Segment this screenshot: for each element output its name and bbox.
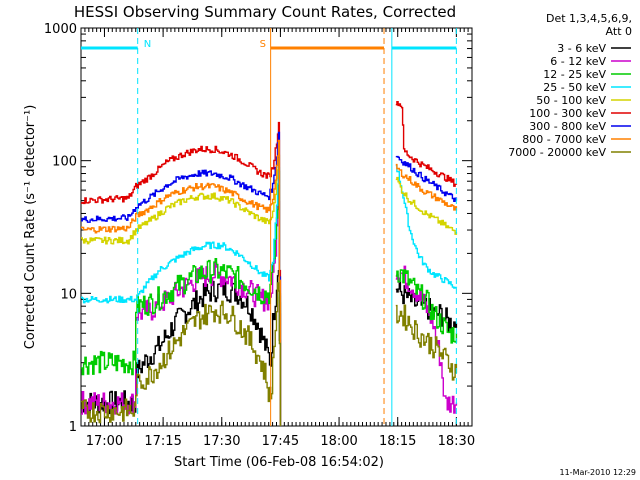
x-tick-label: 17:45 [262, 434, 299, 449]
series-line-segment [395, 101, 458, 187]
x-tick-label: 17:30 [203, 434, 240, 449]
x-tick-label: 18:00 [320, 434, 357, 449]
legend-entry-label: 100 - 300 keV [529, 107, 606, 120]
legend-entry-label: 50 - 100 keV [536, 94, 606, 107]
series-line [81, 131, 282, 426]
chart-title: HESSI Observing Summary Count Rates, Cor… [74, 3, 456, 21]
y-axis: 1 10 100 1000 [44, 22, 472, 435]
y-axis-label: Corrected Count Rate (s⁻¹ detector⁻¹) [23, 105, 38, 350]
x-axis-label: Start Time (06-Feb-08 16:54:02) [174, 455, 384, 470]
series-line [81, 170, 282, 426]
series-line-segment [395, 265, 458, 414]
legend-entry-label: 25 - 50 keV [543, 81, 606, 94]
series-line-segment [395, 280, 458, 332]
legend-entry-label: 12 - 25 keV [543, 68, 606, 81]
legend-title-line-1: Det 1,3,4,5,6,9, [546, 12, 632, 25]
legend-entry-label: 7000 - 20000 keV [508, 146, 606, 159]
legend-entry-label: 800 - 7000 keV [522, 133, 606, 146]
series-line-segment [395, 164, 458, 289]
y-tick-label: 10 [60, 287, 77, 302]
series-line [81, 167, 282, 426]
series-line [81, 139, 282, 426]
x-tick-label: 17:15 [144, 434, 181, 449]
x-tick-label: 18:15 [379, 434, 416, 449]
legend-entry-label: 3 - 6 keV [557, 42, 606, 55]
series-line [81, 121, 282, 426]
series-line [81, 270, 282, 426]
generated-timestamp: 11-Mar-2010 12:29 [560, 468, 637, 477]
series-line-segment [395, 304, 458, 381]
y-tick-label: 100 [52, 155, 77, 170]
x-tick-label: 17:00 [86, 434, 123, 449]
series-line-segment [395, 155, 458, 202]
series-layer [81, 101, 458, 426]
x-tick-label: 18:30 [438, 434, 475, 449]
marker-label: N [144, 39, 151, 50]
legend-title-line-2: Att 0 [606, 25, 632, 38]
y-tick-label: 1000 [44, 22, 77, 37]
legend-entry-label: 300 - 800 keV [529, 120, 606, 133]
legend-entry-label: 6 - 12 keV [550, 55, 606, 68]
marker-label: S [260, 39, 266, 50]
series-line [81, 282, 282, 426]
series-line-segment [395, 269, 458, 344]
series-line-segment [395, 176, 458, 235]
series-line-segment [395, 163, 458, 211]
y-tick-label: 1 [69, 420, 77, 435]
series-line [81, 154, 282, 426]
